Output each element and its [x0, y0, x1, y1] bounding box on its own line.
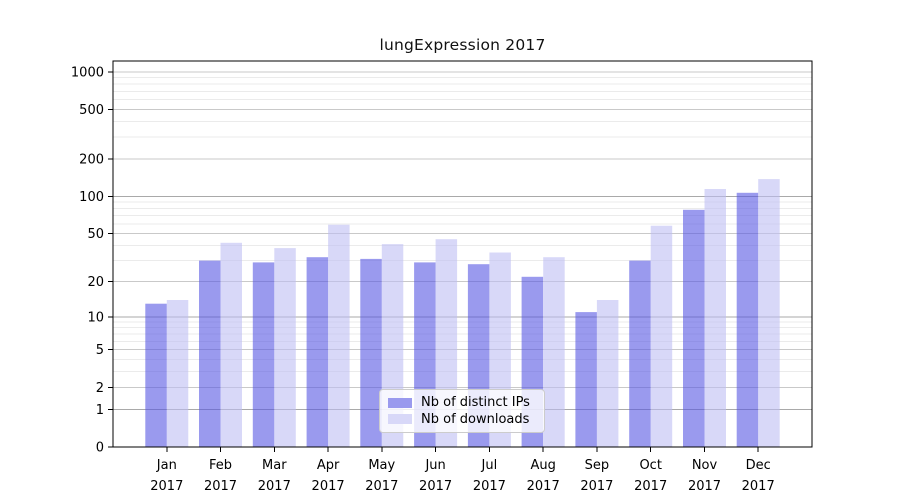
- legend-swatch-distinct-ips: [388, 397, 412, 408]
- bar-sep-downloads: [596, 300, 619, 447]
- bar-jan-downloads: [166, 300, 189, 447]
- x-tick-label-year: 2017: [634, 479, 667, 494]
- x-tick-label-year: 2017: [150, 479, 183, 494]
- bar-nov-downloads: [704, 189, 726, 447]
- y-tick-label: 500: [79, 103, 104, 118]
- y-tick-label: 50: [87, 227, 104, 242]
- bar-feb-ips: [199, 260, 221, 447]
- y-tick-label: 5: [96, 343, 104, 358]
- plot-border: [112, 60, 813, 448]
- x-tick-label-year: 2017: [580, 479, 613, 494]
- x-tick-label-month: Mar: [262, 458, 287, 473]
- bar-apr-downloads: [328, 224, 350, 447]
- x-tick-label-month: May: [368, 458, 395, 473]
- bar-nov-ips: [683, 209, 705, 447]
- chart-title: lungExpression 2017: [379, 36, 546, 54]
- x-tick-label-month: Jun: [424, 458, 445, 473]
- legend-row-downloads: Nb of downloads: [388, 413, 536, 426]
- bar-may-ips: [360, 258, 382, 447]
- bar-oct-downloads: [650, 225, 673, 447]
- x-axis: Jan 2017 Feb 2017 Mar 2017 Apr 2017 May 2017 Jun 20…: [150, 447, 775, 494]
- bar-apr-ips: [306, 257, 329, 447]
- bar-feb-downloads: [220, 242, 242, 447]
- y-tick-label: 1: [96, 403, 104, 418]
- bar-sep-ips: [575, 312, 597, 447]
- x-tick-label-month: Feb: [209, 458, 232, 473]
- legend: Nb of distinct IPs Nb of downloads: [379, 389, 545, 433]
- y-axis: 0 1 2 5 10 20 50 100 200 500 1000: [71, 66, 113, 456]
- x-tick-label-month: Sep: [585, 458, 610, 473]
- x-tick-label-year: 2017: [688, 479, 721, 494]
- bar-dec-downloads: [758, 179, 780, 447]
- x-tick-label-month: Jul: [481, 458, 498, 473]
- y-tick-label: 0: [96, 441, 104, 456]
- bar-mar-downloads: [274, 248, 296, 447]
- x-tick-label-year: 2017: [258, 479, 291, 494]
- x-tick-label-month: Apr: [317, 458, 340, 473]
- x-tick-label-year: 2017: [419, 479, 452, 494]
- x-tick-label-year: 2017: [312, 479, 345, 494]
- y-tick-label: 2: [96, 381, 104, 396]
- y-tick-label: 1000: [71, 66, 104, 81]
- x-tick-label-month: Aug: [531, 458, 556, 473]
- x-tick-label-month: Oct: [639, 458, 661, 473]
- x-tick-label-year: 2017: [204, 479, 237, 494]
- legend-label-downloads: Nb of downloads: [421, 411, 530, 427]
- x-tick-label-year: 2017: [742, 479, 775, 494]
- bar-dec-ips: [736, 192, 759, 447]
- x-tick-label-year: 2017: [473, 479, 506, 494]
- x-tick-label-month: Nov: [692, 458, 718, 473]
- y-tick-label: 100: [79, 190, 104, 205]
- bar-oct-ips: [629, 260, 651, 447]
- bar-jan-ips: [145, 303, 167, 447]
- y-tick-label: 20: [87, 275, 104, 290]
- x-tick-label-year: 2017: [527, 479, 560, 494]
- bar-mar-ips: [252, 262, 275, 447]
- legend-row-distinct-ips: Nb of distinct IPs: [388, 396, 536, 409]
- x-tick-label-year: 2017: [365, 479, 398, 494]
- legend-swatch-downloads: [388, 414, 412, 425]
- y-tick-label: 200: [79, 153, 104, 168]
- x-tick-label-month: Dec: [746, 458, 771, 473]
- bar-aug-downloads: [543, 257, 565, 447]
- x-tick-label-month: Jan: [156, 458, 177, 473]
- legend-label-distinct-ips: Nb of distinct IPs: [421, 395, 530, 411]
- y-tick-label: 10: [87, 310, 104, 325]
